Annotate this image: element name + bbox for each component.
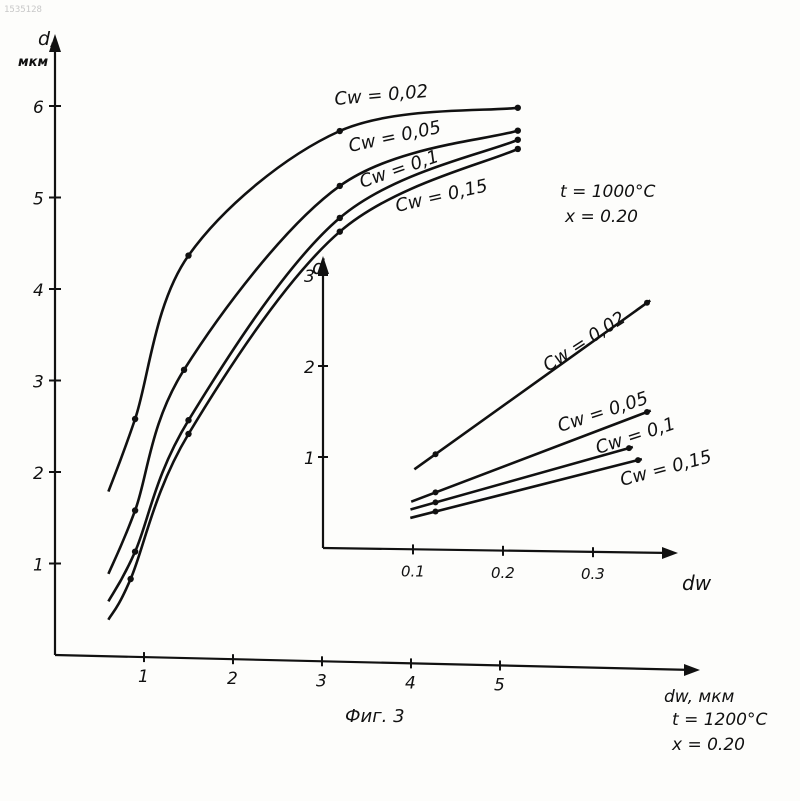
- inset-data-point: [433, 451, 439, 457]
- main-data-point: [132, 507, 138, 513]
- inset-data-point: [433, 509, 439, 515]
- main-chart: 12345123456 Cw = 0,02Cw = 0,05Cw = 0,1Cw…: [18, 28, 767, 755]
- main-x-tick-label: 3: [316, 671, 327, 691]
- inset-x-label: dw: [682, 571, 712, 595]
- main-data-point: [515, 146, 521, 152]
- main-data-point: [185, 431, 191, 437]
- inset-series-label: Cw = 0,02: [539, 307, 629, 376]
- inset-x-axis: [323, 548, 672, 553]
- figure-caption: Фиг. 3: [345, 706, 405, 727]
- main-y-tick-label: 6: [33, 98, 44, 118]
- corner-id: 1535128: [4, 5, 42, 15]
- main-data-point: [515, 127, 521, 133]
- main-data-point: [337, 128, 343, 134]
- inset-y-tick-label: 1: [304, 449, 315, 469]
- main-data-point: [132, 548, 138, 554]
- inset-y-tick-label: 2: [304, 358, 315, 378]
- main-data-point: [127, 576, 133, 582]
- main-condition-t: t = 1200°C: [672, 710, 767, 730]
- main-x-tick-label: 5: [494, 676, 505, 696]
- main-y-tick-label: 2: [33, 464, 44, 484]
- main-y-label: d,: [38, 28, 56, 50]
- main-data-point: [515, 105, 521, 111]
- main-data-point: [337, 228, 343, 234]
- main-series-label: Cw = 0,15: [393, 175, 489, 217]
- inset-x-axis-arrow: [662, 547, 678, 559]
- main-data-point: [132, 416, 138, 422]
- main-x-label: dw, мкм: [664, 687, 735, 707]
- inset-data-point: [433, 489, 439, 495]
- main-series-line: [108, 108, 517, 492]
- inset-series-label: Cw = 0,15: [618, 446, 714, 491]
- inset-condition-t: t = 1000°C: [560, 182, 655, 202]
- main-series-label: Cw = 0,02: [334, 81, 429, 110]
- main-x-axis: [55, 655, 694, 670]
- main-data-point: [337, 215, 343, 221]
- inset-x-tick-label: 0.2: [491, 564, 515, 582]
- main-series-label: Cw = 0,1: [357, 146, 442, 193]
- main-x-tick-label: 4: [405, 673, 416, 693]
- main-data-point: [185, 417, 191, 423]
- main-x-axis-arrow: [684, 664, 700, 676]
- inset-y-label: d: [312, 255, 325, 279]
- main-y-tick-label: 4: [33, 281, 44, 301]
- main-y-tick-label: 1: [33, 556, 44, 576]
- main-data-point: [337, 183, 343, 189]
- inset-data-point: [433, 499, 439, 505]
- main-y-tick-label: 5: [33, 190, 44, 210]
- inset-x-tick-label: 0.3: [581, 565, 605, 583]
- main-data-point: [181, 367, 187, 373]
- main-condition-x: x = 0.20: [671, 735, 745, 755]
- inset-condition-x: x = 0.20: [564, 207, 638, 227]
- main-x-tick-label: 1: [138, 667, 149, 687]
- main-x-tick-label: 2: [227, 669, 238, 689]
- main-y-tick-label: 3: [33, 373, 44, 393]
- inset-x-tick-label: 0.1: [401, 562, 425, 580]
- inset-data-point: [644, 300, 650, 306]
- inset-data-point: [635, 457, 641, 463]
- main-data-point: [515, 137, 521, 143]
- inset-chart: 0.10.20.3123 Cw = 0,02Cw = 0,05Cw = 0,1C…: [304, 182, 714, 595]
- main-data-point: [185, 252, 191, 258]
- inset-data-point: [644, 409, 650, 415]
- main-y-unit: мкм: [18, 55, 48, 70]
